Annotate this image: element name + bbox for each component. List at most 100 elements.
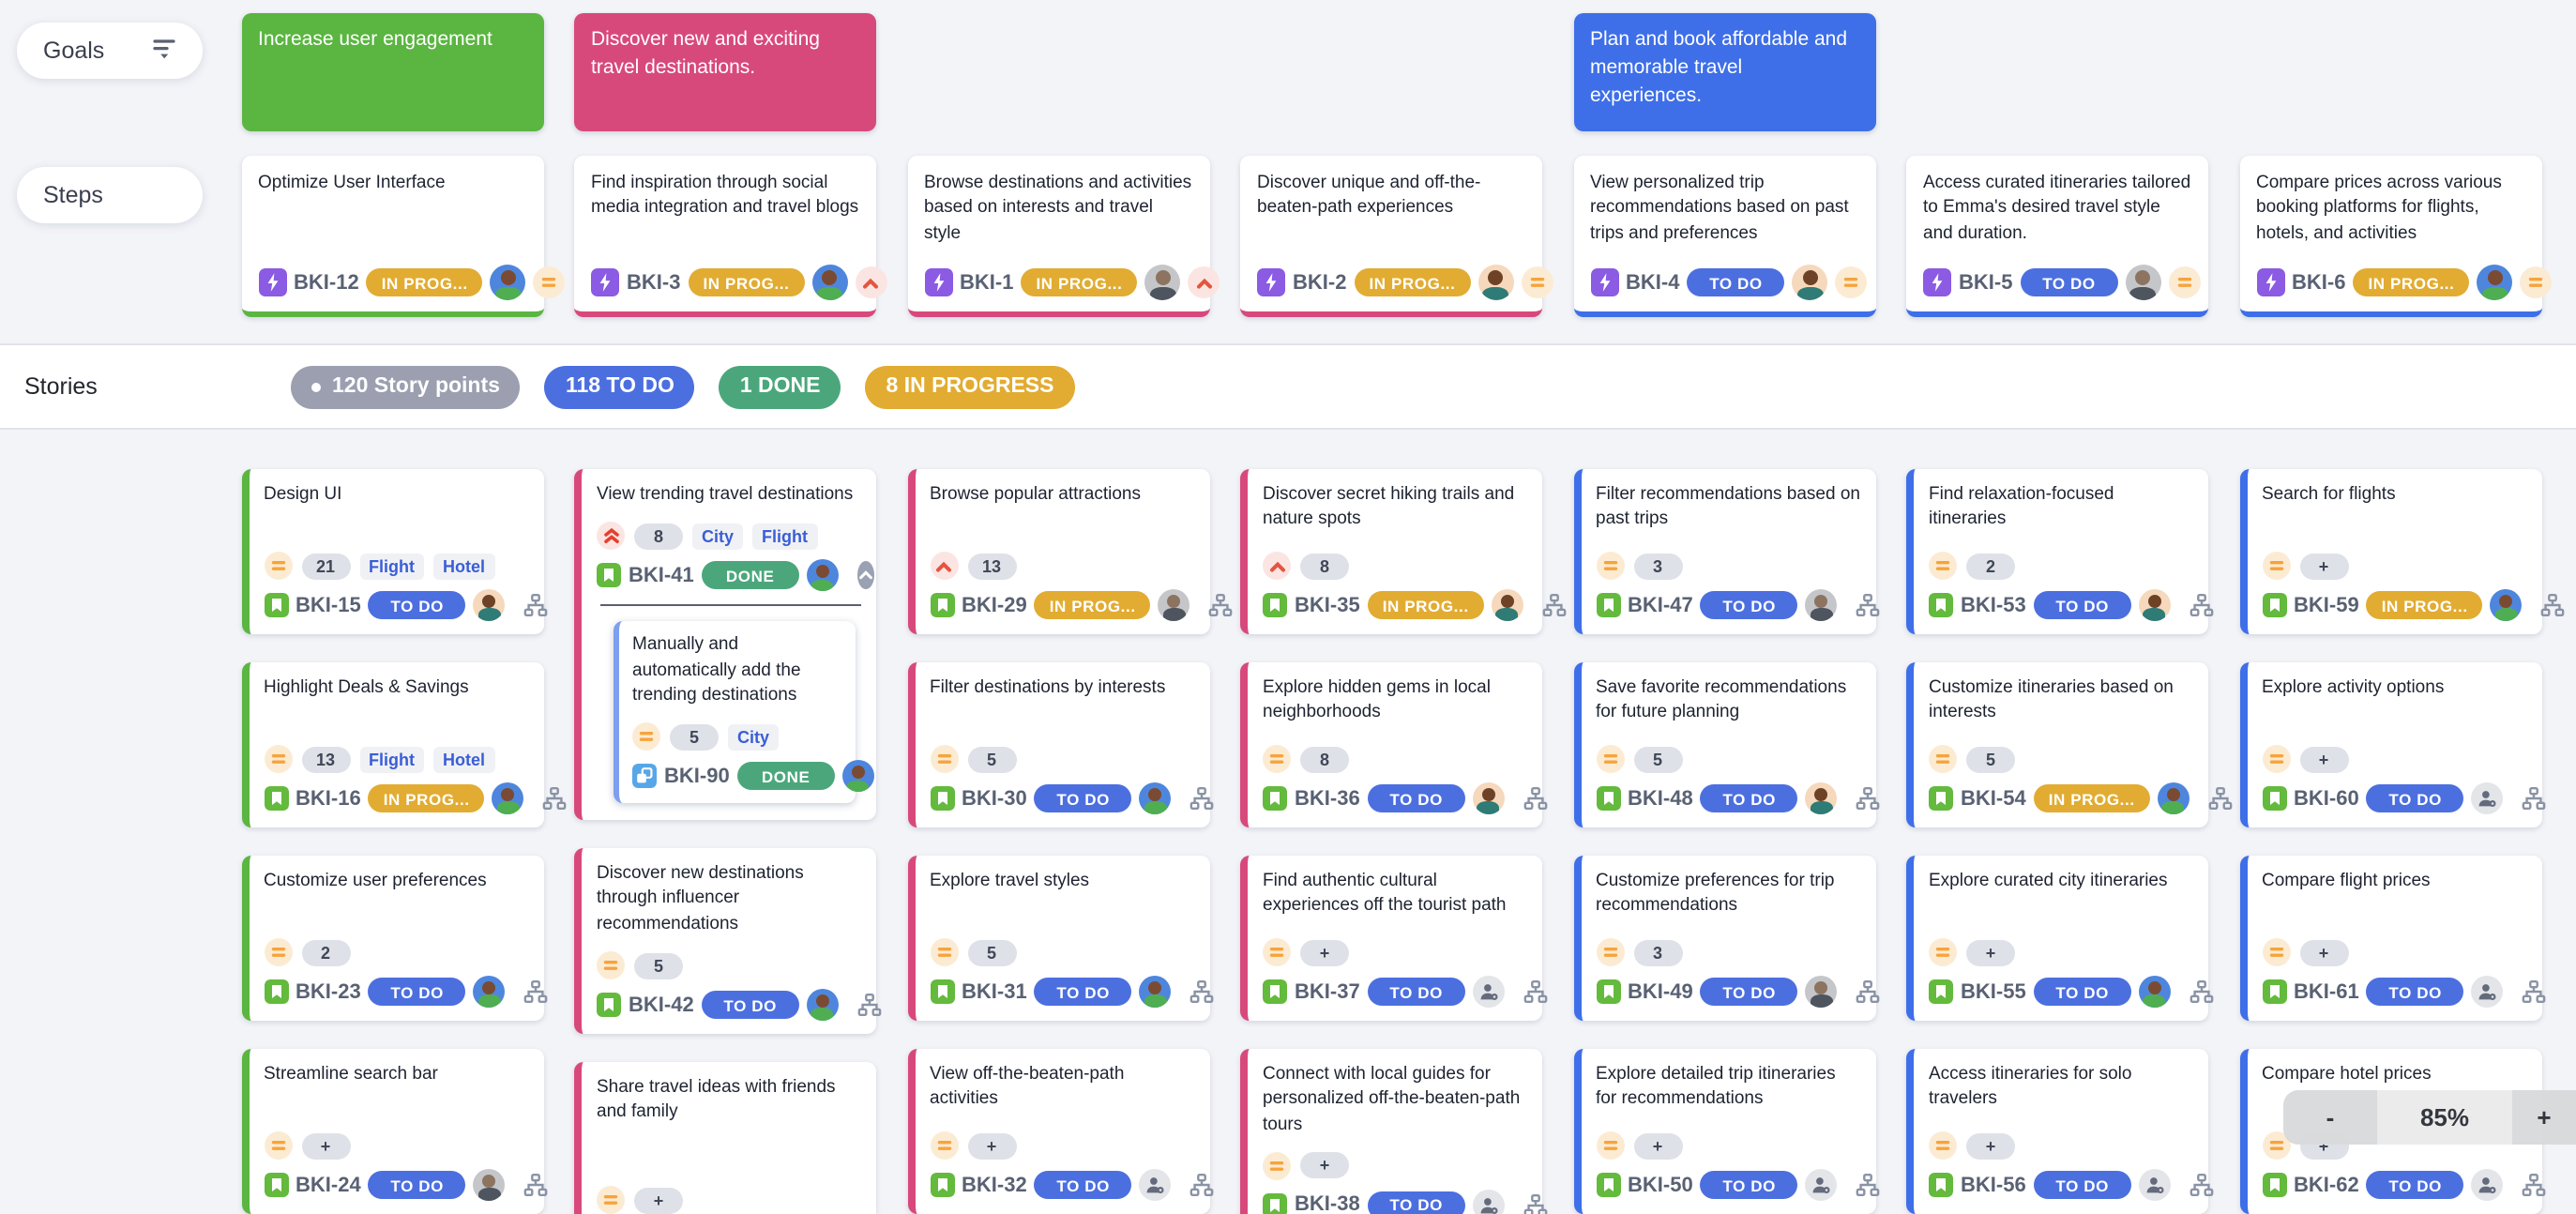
add-subtask-icon[interactable] (2190, 1173, 2214, 1197)
add-subtask-icon[interactable] (2541, 593, 2566, 617)
add-estimate-button[interactable]: + (2299, 553, 2348, 579)
status-chip[interactable]: TO DO (1367, 784, 1465, 812)
status-chip[interactable]: IN PROG... (368, 784, 485, 812)
issue-key[interactable]: BKI-29 (962, 594, 1027, 616)
status-chip[interactable]: IN PROG... (366, 268, 483, 296)
add-estimate-button[interactable]: + (967, 1132, 1016, 1159)
story-card[interactable]: Explore travel styles 5 BKI-31 TO DO (907, 856, 1215, 1021)
zoom-out-button[interactable]: - (2283, 1090, 2377, 1145)
issue-key[interactable]: BKI-38 (1295, 1193, 1360, 1214)
story-points-badge[interactable]: 2 (301, 939, 350, 965)
story-card[interactable]: Access itineraries for solo travelers + BK… (1906, 1049, 2214, 1214)
issue-key[interactable]: BKI-54 (1961, 787, 2026, 810)
status-chip[interactable]: TO DO (2366, 1171, 2464, 1199)
story-points-badge[interactable]: 8 (634, 523, 683, 550)
status-chip[interactable]: TO DO (1034, 1171, 1132, 1199)
status-chip[interactable]: TO DO (2033, 978, 2131, 1006)
add-subtask-icon[interactable] (524, 979, 549, 1004)
status-chip[interactable]: TO DO (1700, 784, 1798, 812)
add-subtask-icon[interactable] (857, 993, 882, 1017)
story-card[interactable]: Explore activity options + BKI-60 TO DO (2239, 662, 2547, 827)
story-points-badge[interactable]: 8 (1300, 746, 1349, 772)
status-chip[interactable]: TO DO (701, 991, 799, 1020)
status-chip[interactable]: TO DO (2366, 784, 2464, 812)
add-subtask-icon[interactable] (543, 786, 568, 811)
status-chip[interactable]: DONE (701, 561, 799, 590)
add-subtask-icon[interactable] (2190, 593, 2214, 617)
issue-key[interactable]: BKI-59 (2294, 594, 2359, 616)
add-subtask-icon[interactable] (524, 1173, 549, 1197)
step-card[interactable]: Access curated itineraries tailored to E… (1906, 156, 2208, 317)
add-estimate-button[interactable]: + (301, 1132, 350, 1159)
status-chip[interactable]: TO DO (1367, 1191, 1465, 1214)
issue-key[interactable]: BKI-5 (1959, 271, 2013, 294)
add-estimate-button[interactable]: + (1300, 1152, 1349, 1179)
story-card[interactable]: Customize user preferences 2 BKI-23 TO DO (241, 856, 549, 1021)
status-chip[interactable]: TO DO (368, 591, 466, 619)
story-points-badge[interactable]: 13 (967, 553, 1017, 579)
issue-key[interactable]: BKI-60 (2294, 787, 2359, 810)
story-card[interactable]: Share travel ideas with friends and fami… (574, 1062, 876, 1214)
status-chip[interactable]: TO DO (1700, 591, 1798, 619)
story-card[interactable]: Find authentic cultural experiences off … (1240, 856, 1548, 1021)
add-subtask-icon[interactable] (1209, 593, 1234, 617)
status-chip[interactable]: IN PROG... (688, 268, 805, 296)
status-chip[interactable]: TO DO (1700, 978, 1798, 1006)
add-estimate-button[interactable]: + (1966, 1132, 2015, 1159)
status-chip[interactable]: TO DO (1034, 978, 1132, 1006)
issue-key[interactable]: BKI-24 (295, 1174, 361, 1196)
status-chip[interactable]: IN PROG... (1021, 268, 1138, 296)
add-subtask-icon[interactable] (2523, 979, 2547, 1004)
goal-card[interactable]: Increase user engagement (241, 13, 543, 131)
add-subtask-icon[interactable] (524, 593, 549, 617)
step-card[interactable]: Discover unique and off-the-beaten-path … (1240, 156, 1553, 317)
add-estimate-button[interactable]: + (1633, 1132, 1682, 1159)
step-card[interactable]: Compare prices across various booking pl… (2239, 156, 2553, 317)
issue-key[interactable]: BKI-6 (2292, 271, 2346, 294)
step-card[interactable]: Optimize User Interface BKI-12 IN PROG... (241, 156, 566, 317)
status-chip[interactable]: TO DO (1700, 1171, 1798, 1199)
status-chip[interactable]: TO DO (368, 1171, 466, 1199)
issue-key[interactable]: BKI-36 (1295, 787, 1360, 810)
story-points-badge[interactable]: 2 (1966, 553, 2015, 579)
story-points-badge[interactable]: 3 (1633, 939, 1682, 965)
issue-key[interactable]: BKI-35 (1295, 594, 1360, 616)
step-card[interactable]: View personalized trip recommendations b… (1573, 156, 1875, 317)
issue-key[interactable]: BKI-48 (1628, 787, 1693, 810)
add-estimate-button[interactable]: + (2299, 939, 2348, 965)
add-estimate-button[interactable]: + (634, 1187, 683, 1214)
story-card[interactable]: View trending travel destinations 8 City Fl… (574, 469, 876, 821)
story-card[interactable]: Filter destinations by interests 5 BKI-30 T… (907, 662, 1215, 827)
issue-key[interactable]: BKI-12 (294, 271, 359, 294)
status-chip[interactable]: TO DO (1687, 268, 1785, 296)
story-card[interactable]: Design UI 21 Flight Hotel BKI-15 TO DO (241, 469, 549, 634)
add-subtask-icon[interactable] (1542, 593, 1567, 617)
zoom-in-button[interactable]: + (2512, 1090, 2576, 1145)
status-chip[interactable]: TO DO (1367, 978, 1465, 1006)
issue-key[interactable]: BKI-30 (962, 787, 1027, 810)
add-subtask-icon[interactable] (1190, 979, 1215, 1004)
story-card[interactable]: Explore hidden gems in local neighborhoo… (1240, 662, 1548, 827)
status-chip[interactable]: TO DO (2033, 591, 2131, 619)
story-card[interactable]: Streamline search bar + BKI-24 TO DO (241, 1049, 549, 1214)
status-chip[interactable]: IN PROG... (1034, 591, 1151, 619)
story-points-badge[interactable]: 5 (967, 746, 1016, 772)
step-card[interactable]: Browse destinations and activities based… (907, 156, 1220, 317)
story-points-badge[interactable]: 21 (301, 553, 351, 579)
issue-key[interactable]: BKI-1 (960, 271, 1014, 294)
story-card[interactable]: Explore detailed trip itineraries for re… (1573, 1049, 1881, 1214)
story-card[interactable]: Save favorite recommendations for future… (1573, 662, 1881, 827)
issue-key[interactable]: BKI-47 (1628, 594, 1693, 616)
issue-key[interactable]: BKI-42 (629, 994, 694, 1017)
issue-key[interactable]: BKI-3 (627, 271, 681, 294)
story-points-badge[interactable]: 8 (1300, 553, 1349, 579)
issue-key[interactable]: BKI-62 (2294, 1174, 2359, 1196)
add-subtask-icon[interactable] (2190, 979, 2214, 1004)
issue-key[interactable]: BKI-90 (664, 765, 730, 788)
status-chip[interactable]: DONE (736, 762, 835, 791)
story-card[interactable]: Customize itineraries based on interests… (1906, 662, 2233, 827)
add-subtask-icon[interactable] (1523, 979, 1548, 1004)
story-card[interactable]: View off-the-beaten-path activities + BKI-… (907, 1049, 1215, 1214)
issue-key[interactable]: BKI-61 (2294, 980, 2359, 1003)
status-chip[interactable]: TO DO (2033, 1171, 2131, 1199)
